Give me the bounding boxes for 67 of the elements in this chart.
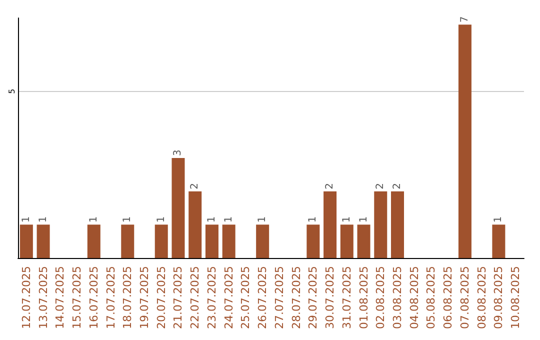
bar [374,191,388,258]
y-tick-label: 5 [8,88,16,94]
x-tick-label: 03.08.2025 [391,266,404,330]
bar [205,224,218,258]
x-tick-label: 15.07.2025 [70,266,84,330]
x-tick-label: 09.08.2025 [492,266,506,330]
bar [121,224,134,258]
bar [492,224,506,258]
bar [87,224,100,258]
bar [172,158,185,258]
x-tick-label: 12.07.2025 [20,266,33,330]
bar [154,224,168,258]
data-label: 1 [257,216,268,223]
x-tick-label: 24.07.2025 [222,266,236,330]
bar [324,191,337,258]
bar [391,191,404,258]
x-tick-label: 04.08.2025 [408,266,421,330]
x-tick-label: 02.08.2025 [374,266,388,330]
data-label: 1 [88,216,100,223]
bar [458,24,472,258]
x-tick-label: 25.07.2025 [239,266,252,330]
x-tick-label: 29.07.2025 [306,266,320,330]
x-tick-label: 19.07.2025 [138,266,151,330]
x-tick-label: 05.08.2025 [424,266,438,330]
x-tick-label: 07.08.2025 [458,266,472,330]
data-label: 1 [308,216,319,223]
data-label: 1 [341,216,352,223]
x-tick-label: 31.07.2025 [340,266,354,330]
x-tick-label: 14.07.2025 [54,266,67,330]
bar [357,224,370,258]
bar [188,191,202,258]
x-tick-label: 23.07.2025 [205,266,218,330]
bar [20,224,33,258]
x-tick-label: 16.07.2025 [87,266,100,330]
data-label: 3 [172,150,184,156]
data-label: 1 [206,216,218,223]
data-label: 2 [324,182,336,190]
x-tick-label: 28.07.2025 [290,266,303,330]
x-tick-label: 30.07.2025 [324,266,337,330]
x-tick-label: 06.08.2025 [442,266,455,330]
data-label: 1 [358,216,370,223]
bar [256,224,270,258]
data-label: 1 [156,216,167,223]
data-label: 7 [459,16,470,23]
data-label: 1 [493,216,504,223]
bar [340,224,354,258]
x-tick-label: 21.07.2025 [172,266,185,330]
data-label: 1 [38,216,49,223]
x-tick-label: 17.07.2025 [104,266,118,330]
x-tick-label: 13.07.2025 [36,266,50,330]
bar [306,224,320,258]
data-label: 1 [122,216,134,223]
data-label: 2 [190,182,201,190]
data-label: 1 [20,216,32,223]
data-label: 2 [392,182,403,190]
x-tick-label: 26.07.2025 [256,266,270,330]
bar [36,224,50,258]
x-tick-label: 18.07.2025 [121,266,134,330]
x-tick-label: 10.08.2025 [509,266,522,330]
x-tick-label: 08.08.2025 [475,266,488,330]
x-tick-label: 20.07.2025 [154,266,168,330]
x-tick-label: 01.08.2025 [357,266,370,330]
x-tick-label: 27.07.2025 [272,266,286,330]
x-tick-label: 22.07.2025 [188,266,202,330]
data-label: 2 [375,182,386,190]
bar [222,224,236,258]
data-label: 1 [223,216,234,223]
